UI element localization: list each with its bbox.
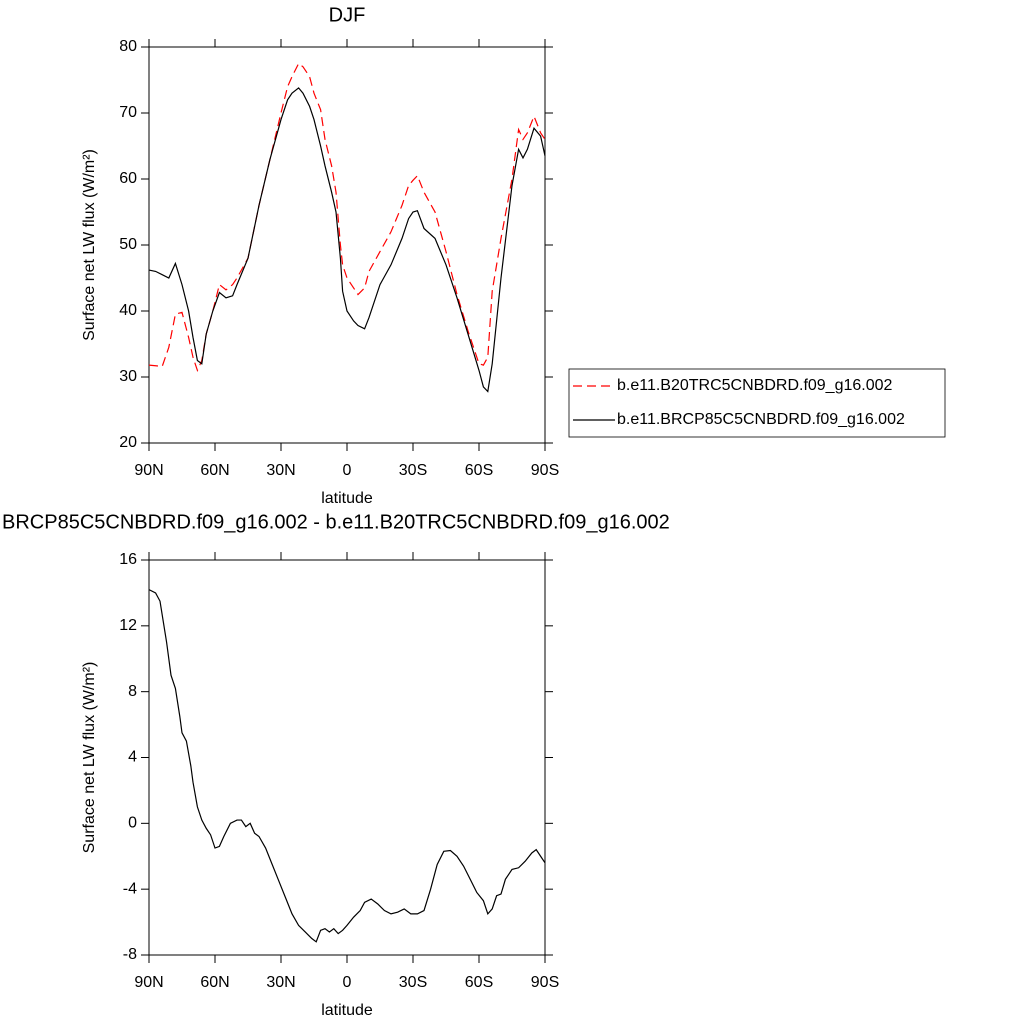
x-tick-label: 90N: [134, 974, 163, 991]
chart-title: BRCP85C5CNBDRD.f09_g16.002 - b.e11.B20TR…: [2, 511, 670, 533]
plot-frame: [148, 46, 546, 444]
y-tick-label: 20: [119, 434, 137, 451]
y-tick-label: -4: [123, 880, 137, 897]
x-tick-label: 90S: [531, 974, 559, 991]
series-line: [148, 62, 546, 373]
y-tick-label: -8: [123, 946, 137, 963]
y-tick-label: 16: [119, 551, 137, 568]
x-tick-label: 30S: [399, 974, 427, 991]
y-axis-label: Surface net LW flux (W/m²): [81, 149, 98, 341]
y-tick-label: 30: [119, 368, 137, 385]
plot-frame: [148, 559, 546, 956]
series-line: [148, 87, 546, 393]
legend-label: b.e11.B20TRC5CNBDRD.f09_g16.002: [617, 377, 893, 394]
x-tick-label: 60N: [200, 974, 229, 991]
x-tick-label: 30S: [399, 462, 427, 479]
x-tick-label: 90S: [531, 462, 559, 479]
y-axis-label: Surface net LW flux (W/m²): [81, 662, 98, 854]
y-tick-label: 70: [119, 104, 137, 121]
x-tick-label: 30N: [266, 462, 295, 479]
series-line: [148, 589, 546, 943]
y-tick-label: 4: [128, 749, 137, 766]
y-tick-label: 12: [119, 617, 137, 634]
x-tick-label: 60S: [465, 462, 493, 479]
y-tick-label: 80: [119, 38, 137, 55]
y-tick-label: 50: [119, 236, 137, 253]
x-tick-label: 30N: [266, 974, 295, 991]
x-tick-label: 0: [343, 974, 352, 991]
y-tick-label: 60: [119, 170, 137, 187]
y-tick-label: 8: [128, 683, 137, 700]
x-tick-label: 90N: [134, 462, 163, 479]
legend-box: [568, 368, 946, 438]
y-tick-label: 0: [128, 815, 137, 832]
legend-label: b.e11.BRCP85C5CNBDRD.f09_g16.002: [617, 411, 905, 428]
x-tick-label: 60N: [200, 462, 229, 479]
y-tick-label: 40: [119, 302, 137, 319]
x-tick-label: 0: [343, 462, 352, 479]
x-axis-label: latitude: [321, 490, 373, 507]
chart-title: DJF: [329, 4, 366, 26]
x-axis-label: latitude: [321, 1002, 373, 1019]
x-tick-label: 60S: [465, 974, 493, 991]
